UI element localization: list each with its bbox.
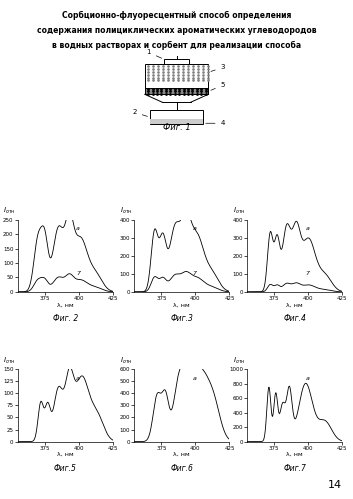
X-axis label: λ, нм: λ, нм [286, 302, 303, 307]
Text: 3: 3 [211, 64, 225, 71]
Text: $I_{отн}$: $I_{отн}$ [233, 206, 246, 216]
Text: 7: 7 [193, 271, 197, 276]
Text: содержания полициклических ароматических углеводородов: содержания полициклических ароматических… [37, 26, 316, 35]
Text: $I_{отн}$: $I_{отн}$ [4, 206, 16, 216]
Text: Сорбционно-флуоресцентный способ определения: Сорбционно-флуоресцентный способ определ… [62, 11, 291, 20]
FancyBboxPatch shape [145, 88, 208, 94]
Text: Фиг.6: Фиг.6 [170, 464, 193, 473]
Text: a: a [76, 376, 80, 381]
Text: Фиг. 2: Фиг. 2 [53, 314, 78, 323]
FancyBboxPatch shape [150, 119, 203, 124]
X-axis label: λ, нм: λ, нм [173, 302, 190, 307]
Text: $I_{отн}$: $I_{отн}$ [120, 206, 133, 216]
X-axis label: λ, нм: λ, нм [286, 452, 303, 457]
Text: Фиг. 1: Фиг. 1 [163, 123, 190, 132]
Text: 7: 7 [76, 271, 80, 276]
Text: 14: 14 [328, 480, 342, 490]
X-axis label: λ, нм: λ, нм [57, 302, 74, 307]
Text: $I_{отн}$: $I_{отн}$ [120, 355, 133, 366]
FancyBboxPatch shape [164, 59, 189, 64]
X-axis label: λ, нм: λ, нм [173, 452, 190, 457]
Text: a: a [306, 376, 310, 381]
Text: Фиг.7: Фиг.7 [283, 464, 306, 473]
Text: a: a [193, 227, 197, 232]
Text: $I_{отн}$: $I_{отн}$ [233, 355, 246, 366]
Text: Фиг.5: Фиг.5 [54, 464, 77, 473]
Text: Фиг.3: Фиг.3 [170, 314, 193, 323]
Text: a: a [306, 227, 310, 232]
Text: в водных растворах и сорбент для реализации способа: в водных растворах и сорбент для реализа… [52, 41, 301, 50]
X-axis label: λ, нм: λ, нм [57, 452, 74, 457]
Text: a: a [76, 227, 80, 232]
Text: 5: 5 [211, 82, 225, 90]
Text: 2: 2 [132, 109, 148, 116]
Text: 7: 7 [306, 271, 310, 276]
FancyBboxPatch shape [150, 110, 203, 124]
Text: a: a [193, 376, 197, 381]
Text: 4: 4 [206, 120, 225, 126]
Text: Фиг.4: Фиг.4 [283, 314, 306, 323]
FancyBboxPatch shape [145, 64, 208, 94]
Text: $I_{отн}$: $I_{отн}$ [4, 355, 16, 366]
Text: 1: 1 [146, 49, 162, 58]
